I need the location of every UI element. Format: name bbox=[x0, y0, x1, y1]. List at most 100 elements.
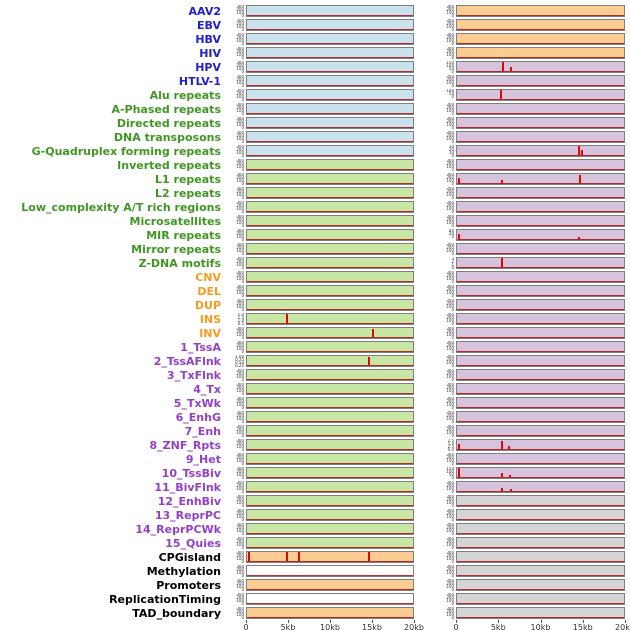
x-axis-tick-label: 0 bbox=[453, 623, 459, 630]
y-tick-label: 200 bbox=[446, 511, 454, 516]
y-tick-label: 100 bbox=[446, 276, 454, 281]
y-tick-label: 200 bbox=[446, 581, 454, 586]
y-tick-label: 0 bbox=[241, 125, 244, 130]
y-tick-label: 100 bbox=[236, 500, 244, 505]
track-row: EBV 300 200 100 0 300 200 100 0 bbox=[0, 18, 630, 32]
track-panel-right bbox=[456, 159, 625, 171]
y-tick-label: 100 bbox=[236, 514, 244, 519]
y-tick-label: 100 bbox=[446, 304, 454, 309]
y-axis-ticks-left: 300 200 100 0 bbox=[226, 579, 246, 591]
y-tick-label: 100 bbox=[446, 528, 454, 533]
x-axis-tick-mark bbox=[456, 620, 457, 623]
signal-baseline bbox=[247, 169, 413, 170]
track-panel-right bbox=[456, 117, 625, 129]
y-tick-label: 200 bbox=[236, 273, 244, 278]
y-tick-label: 300 bbox=[236, 117, 244, 121]
track-panel-left bbox=[246, 215, 414, 227]
signal-baseline bbox=[247, 71, 413, 72]
y-axis-ticks-left: 300 200 100 0 bbox=[226, 411, 246, 423]
track-label: Mirror repeats bbox=[131, 242, 221, 256]
track-label: HPV bbox=[195, 60, 221, 74]
signal-spike bbox=[509, 475, 512, 477]
signal-spike bbox=[501, 180, 504, 183]
y-axis-ticks-right: 300 200 100 0 bbox=[414, 285, 456, 297]
y-tick-label: 300 bbox=[236, 439, 244, 443]
y-tick-label: 10 bbox=[448, 150, 454, 155]
signal-baseline bbox=[247, 197, 413, 198]
track-panel-left bbox=[246, 33, 414, 45]
y-tick-label: 300 bbox=[446, 579, 454, 583]
track-panel-left bbox=[246, 61, 414, 73]
y-tick-label: 300 bbox=[446, 453, 454, 457]
y-tick-label: 100 bbox=[236, 10, 244, 15]
track-panel-left bbox=[246, 425, 414, 437]
track-panel-left bbox=[246, 285, 414, 297]
y-tick-label: 0 bbox=[241, 517, 244, 522]
signal-baseline bbox=[457, 71, 624, 72]
signal-baseline bbox=[457, 57, 624, 58]
track-label: 5_TxWk bbox=[173, 396, 221, 410]
x-axis-right: 0 5kb 10kb 15kb 20kb bbox=[453, 620, 630, 630]
y-axis-ticks-left: 300 200 100 0 bbox=[226, 551, 246, 563]
signal-baseline bbox=[457, 197, 624, 198]
track-panel-right bbox=[456, 89, 625, 101]
y-tick-label: 300 bbox=[446, 131, 454, 135]
y-axis-ticks-right: 300 200 100 0 bbox=[414, 103, 456, 115]
track-panel-left bbox=[246, 159, 414, 171]
y-axis-ticks-left: 300 200 100 0 bbox=[226, 285, 246, 297]
y-tick-label: 0 bbox=[241, 587, 244, 592]
track-label: 3_TxFlnk bbox=[166, 368, 221, 382]
track-panel-left bbox=[246, 201, 414, 213]
signal-baseline bbox=[247, 575, 413, 576]
track-panel-right bbox=[456, 411, 625, 423]
signal-baseline bbox=[457, 547, 624, 548]
y-tick-label: 100 bbox=[446, 402, 454, 407]
y-tick-label: 100 bbox=[236, 164, 244, 169]
y-tick-label: 100 bbox=[236, 150, 244, 155]
y-tick-label: 0.0 bbox=[447, 447, 454, 452]
y-axis-ticks-left: 300 200 100 0 bbox=[226, 537, 246, 549]
y-tick-label: 1.5 bbox=[237, 315, 244, 320]
track-panel-right bbox=[456, 523, 625, 535]
signal-baseline bbox=[247, 603, 413, 604]
track-label: TAD_boundary bbox=[132, 606, 221, 620]
y-tick-label: 2.0 bbox=[237, 313, 244, 317]
track-panel-left bbox=[246, 439, 414, 451]
x-axis-tick-mark bbox=[498, 620, 500, 623]
y-tick-label: 200 bbox=[236, 119, 244, 124]
signal-baseline bbox=[457, 477, 624, 478]
track-panel-left bbox=[246, 551, 414, 563]
y-tick-label: 40 bbox=[448, 229, 454, 233]
signal-baseline bbox=[247, 365, 413, 366]
y-tick-label: 100 bbox=[236, 332, 244, 337]
y-tick-label: 300 bbox=[446, 411, 454, 415]
track-panel-right bbox=[456, 565, 625, 577]
y-tick-label: 100 bbox=[236, 430, 244, 435]
y-tick-label: 0 bbox=[241, 531, 244, 536]
y-axis-ticks-right: 300 200 100 0 bbox=[414, 271, 456, 283]
y-tick-label: 0 bbox=[451, 94, 454, 99]
y-tick-label: 300 bbox=[236, 481, 244, 485]
y-tick-label: 0 bbox=[241, 293, 244, 298]
y-tick-label: 0 bbox=[451, 195, 454, 200]
track-row: L1 repeats 300 200 100 0 300 200 100 0 bbox=[0, 172, 630, 186]
signal-baseline bbox=[247, 617, 413, 618]
track-panel-left bbox=[246, 5, 414, 17]
signal-baseline bbox=[247, 477, 413, 478]
x-axis-tick-mark bbox=[625, 620, 626, 623]
track-panel-right bbox=[456, 215, 625, 227]
y-tick-label: 0 bbox=[451, 307, 454, 312]
y-tick-label: 0 bbox=[451, 419, 454, 424]
track-panel-left bbox=[246, 397, 414, 409]
y-tick-label: 100 bbox=[446, 556, 454, 561]
y-axis-ticks-left: 300 200 100 0 bbox=[226, 173, 246, 185]
y-tick-label: 0 bbox=[451, 265, 454, 270]
track-panel-left bbox=[246, 565, 414, 577]
y-tick-label: 200 bbox=[236, 35, 244, 40]
y-tick-label: 300 bbox=[236, 75, 244, 79]
y-tick-label: 100 bbox=[236, 192, 244, 197]
y-axis-ticks-right: 300 200 100 0 bbox=[414, 173, 456, 185]
y-tick-label: 0 bbox=[451, 559, 454, 564]
y-tick-label: 200 bbox=[236, 609, 244, 614]
y-tick-label: 300 bbox=[446, 537, 454, 541]
